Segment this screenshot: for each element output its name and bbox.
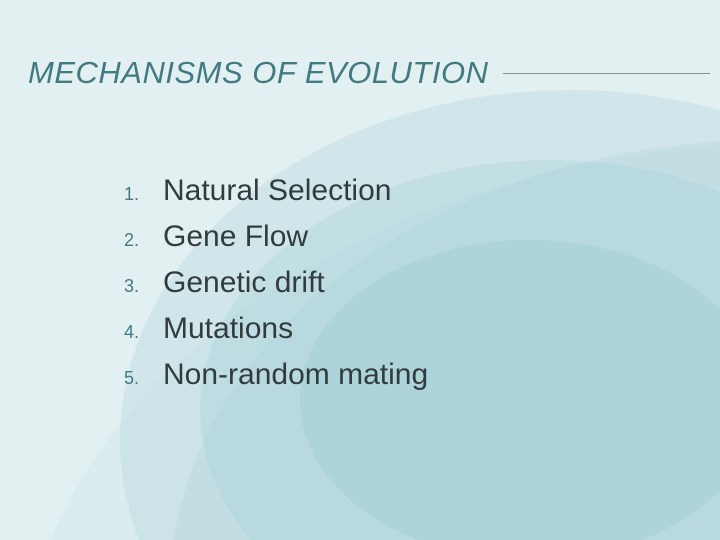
list-item: 4. Mutations <box>115 306 428 352</box>
list-text: Genetic drift <box>163 260 325 306</box>
list-number: 5. <box>115 355 163 401</box>
title-rule <box>503 73 711 74</box>
title-row: MECHANISMS OF EVOLUTION <box>28 55 710 91</box>
list-number: 4. <box>115 309 163 355</box>
list-number: 3. <box>115 263 163 309</box>
list-item: 1. Natural Selection <box>115 168 428 214</box>
list-text: Mutations <box>163 306 293 352</box>
list-item: 3. Genetic drift <box>115 260 428 306</box>
slide-title: MECHANISMS OF EVOLUTION <box>28 55 489 91</box>
list-text: Natural Selection <box>163 168 391 214</box>
list-text: Non-random mating <box>163 352 428 398</box>
list-number: 2. <box>115 217 163 263</box>
list-text: Gene Flow <box>163 214 308 260</box>
list-item: 2. Gene Flow <box>115 214 428 260</box>
ordered-list: 1. Natural Selection 2. Gene Flow 3. Gen… <box>115 168 428 398</box>
list-number: 1. <box>115 171 163 217</box>
list-item: 5. Non-random mating <box>115 352 428 398</box>
slide: MECHANISMS OF EVOLUTION 1. Natural Selec… <box>0 0 720 540</box>
